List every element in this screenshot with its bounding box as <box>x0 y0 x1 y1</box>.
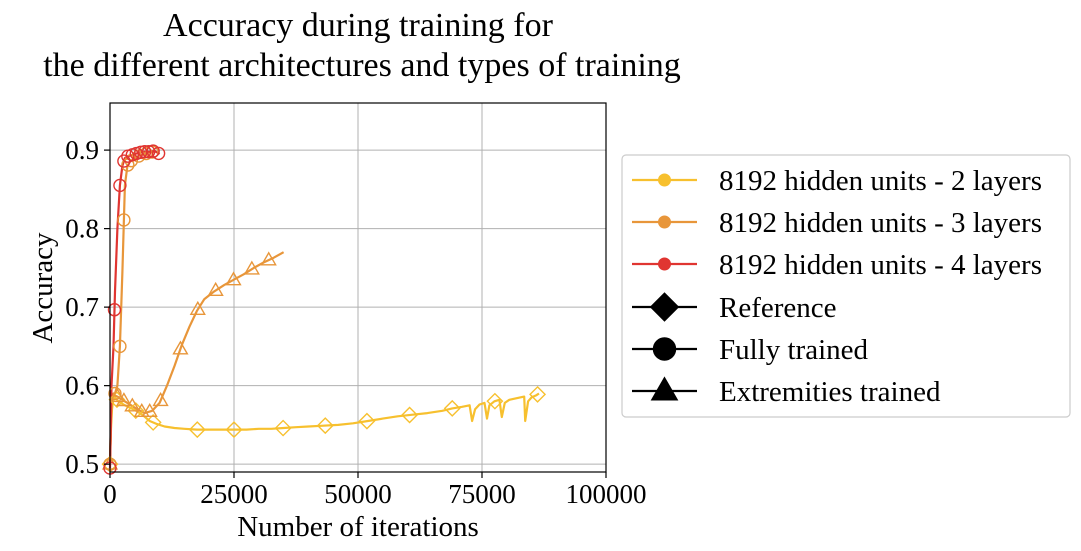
y-tick-label: 0.7 <box>65 292 99 322</box>
axis-ticks: 0 25000 50000 75000 100000 0.5 0.6 0.7 0.8 0.9 <box>65 135 646 509</box>
series-marker-0 <box>127 402 145 420</box>
series-marker-0 <box>529 385 547 403</box>
series-line-2 <box>108 251 285 465</box>
y-tick-label: 0.6 <box>65 371 99 401</box>
x-tick-label: 75000 <box>448 479 516 509</box>
series-marker-2 <box>260 251 277 266</box>
series-marker-3 <box>107 303 122 317</box>
series-marker-0 <box>443 399 461 417</box>
series-line-3 <box>108 149 161 469</box>
series-marker-1 <box>108 386 122 401</box>
series-marker-2 <box>189 300 206 315</box>
legend-marker <box>650 376 679 401</box>
series-marker-3 <box>138 144 152 159</box>
legend-marker <box>658 215 671 229</box>
series-marker-2 <box>172 340 189 355</box>
series-marker-3 <box>141 144 156 159</box>
legend-marker <box>658 173 671 187</box>
series-marker-0 <box>225 421 243 439</box>
series-marker-2 <box>109 388 126 403</box>
series-marker-1 <box>124 154 139 168</box>
x-tick-label: 100000 <box>566 479 647 509</box>
x-tick-label: 0 <box>103 479 117 509</box>
series-marker-2 <box>243 260 260 275</box>
series-marker-3 <box>151 146 166 161</box>
legend: 8192 hidden units - 2 layers 8192 hidden … <box>621 154 1071 418</box>
x-tick-label: 25000 <box>200 479 268 509</box>
series-marker-2 <box>225 271 242 286</box>
y-axis-label: Accuracy <box>27 232 59 344</box>
series-markers <box>101 144 547 475</box>
grid-lines <box>110 103 606 472</box>
series-lines <box>108 149 540 469</box>
series-marker-1 <box>117 213 131 227</box>
series-marker-0 <box>401 406 419 424</box>
legend-box <box>621 154 1071 418</box>
legend-label: 8192 hidden units - 4 layers <box>719 249 1042 281</box>
series-marker-0 <box>188 421 206 439</box>
series-marker-0 <box>316 417 334 435</box>
series-marker-0 <box>274 419 292 437</box>
legend-marker <box>658 257 671 271</box>
series-line-1 <box>108 150 155 465</box>
series-marker-0 <box>144 413 162 431</box>
series-marker-1 <box>113 339 127 354</box>
legend-marker <box>652 337 677 361</box>
chart-title-line-1: Accuracy during training for <box>163 7 554 44</box>
series-marker-2 <box>124 397 141 412</box>
series-line-0 <box>108 392 540 465</box>
x-tick-label: 50000 <box>324 479 392 509</box>
legend-label: Extremities trained <box>719 376 941 408</box>
series-marker-2 <box>141 402 158 418</box>
y-tick-label: 0.9 <box>65 135 99 165</box>
series-marker-3 <box>113 178 127 193</box>
series-marker-2 <box>207 281 224 296</box>
legend-label: Fully trained <box>719 334 869 366</box>
series-marker-2 <box>133 402 150 418</box>
x-axis-label: Number of iterations <box>237 511 479 543</box>
legend-label: Reference <box>719 292 837 324</box>
series-marker-2 <box>152 392 169 407</box>
series-marker-3 <box>117 154 131 168</box>
y-tick-label: 0.8 <box>65 214 99 244</box>
series-marker-2 <box>115 392 132 407</box>
series-marker-0 <box>358 412 376 430</box>
chart-title-line-2: the different architectures and types of… <box>43 47 681 84</box>
legend-label: 8192 hidden units - 2 layers <box>719 165 1042 197</box>
legend-label: 8192 hidden units - 3 layers <box>719 207 1042 239</box>
y-tick-label: 0.5 <box>65 449 99 479</box>
legend-marker <box>649 292 680 322</box>
series-marker-0 <box>486 392 504 410</box>
